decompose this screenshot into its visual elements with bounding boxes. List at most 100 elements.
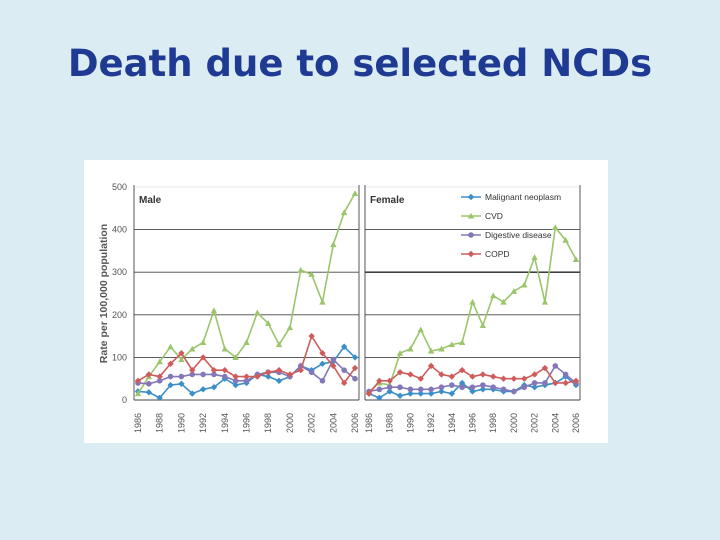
x-tick-label: 2000 <box>285 413 295 433</box>
data-point <box>330 241 337 248</box>
chart-figure: Rate per 100,000 population 0 100 200 300 400… <box>84 160 608 443</box>
data-point <box>510 288 518 294</box>
data-point <box>438 371 445 378</box>
data-point <box>265 373 272 380</box>
x-tick-label: 1988 <box>155 413 165 433</box>
data-point <box>510 375 518 382</box>
data-point <box>458 379 466 387</box>
legend-label: Digestive disease <box>485 230 552 240</box>
data-point <box>500 298 507 305</box>
y-axis-label: Rate per 100,000 population <box>98 224 110 363</box>
data-point <box>468 232 474 238</box>
data-point <box>330 362 337 370</box>
x-tick-label: 2006 <box>350 413 360 433</box>
data-point <box>467 212 475 219</box>
data-point <box>189 345 196 352</box>
x-tick-label: 1992 <box>426 413 436 433</box>
data-point <box>222 373 228 380</box>
x-tick-label: 2004 <box>328 413 338 433</box>
data-point <box>351 354 359 361</box>
data-point <box>469 373 476 380</box>
x-tick-label: 1986 <box>364 413 374 433</box>
data-point <box>397 384 403 391</box>
data-point <box>552 224 559 231</box>
y-tick-label: 0 <box>122 395 127 405</box>
y-tick-label: 500 <box>112 182 127 192</box>
data-point <box>210 307 218 314</box>
data-point <box>134 390 142 397</box>
data-point <box>199 386 207 393</box>
data-point <box>254 373 261 380</box>
data-point <box>178 373 185 380</box>
data-point <box>340 343 348 350</box>
data-point <box>286 371 294 378</box>
data-point <box>134 377 142 385</box>
data-point <box>297 366 304 374</box>
data-point <box>542 380 548 386</box>
data-point <box>490 373 497 380</box>
data-point <box>521 384 528 391</box>
data-point <box>167 360 174 367</box>
data-point <box>521 281 528 288</box>
data-point <box>352 375 358 382</box>
data-point <box>417 375 424 382</box>
data-point <box>275 377 283 385</box>
data-point <box>210 366 218 374</box>
data-point <box>297 266 304 273</box>
series-copd <box>134 332 359 387</box>
data-point <box>319 349 326 357</box>
data-point <box>438 345 445 352</box>
data-point <box>458 339 466 346</box>
legend-label: COPD <box>485 249 510 259</box>
panel-male: Male 1986 1988 1990 1992 1994 1996 1998 2000 2002… <box>133 185 360 433</box>
data-point <box>189 390 196 397</box>
data-point <box>428 386 434 393</box>
data-point <box>572 377 580 385</box>
series-copd <box>365 362 580 397</box>
data-point <box>467 193 475 201</box>
data-point <box>396 369 404 376</box>
data-point <box>156 373 163 380</box>
data-point <box>221 366 228 374</box>
data-point <box>340 379 348 387</box>
data-point <box>449 382 455 388</box>
series-cvd <box>134 190 359 397</box>
panel-title: Male <box>139 195 162 206</box>
legend-label: CVD <box>485 211 503 221</box>
data-point <box>319 298 326 305</box>
y-tick-label: 300 <box>112 267 127 277</box>
data-point <box>189 371 196 378</box>
panel-title: Female <box>370 195 405 206</box>
data-point <box>376 394 383 402</box>
data-point <box>210 384 218 391</box>
x-tick-label: 2004 <box>550 413 560 433</box>
data-point <box>351 190 359 196</box>
data-point <box>146 381 152 387</box>
x-tick-label: 1990 <box>176 413 186 433</box>
x-tick-label: 1998 <box>488 413 498 433</box>
data-point <box>365 390 373 397</box>
x-tick-label: 1992 <box>198 413 208 433</box>
data-point <box>330 356 337 363</box>
data-point <box>396 349 404 356</box>
data-point <box>319 378 326 384</box>
data-point <box>386 377 393 385</box>
data-point <box>407 371 414 378</box>
data-point <box>243 373 250 380</box>
x-tick-label: 2002 <box>307 413 317 433</box>
data-point <box>562 371 569 378</box>
data-point <box>156 394 163 402</box>
series-malignant-neoplasm <box>134 343 359 402</box>
data-point <box>479 322 487 329</box>
x-tick-label: 1990 <box>405 413 415 433</box>
data-point <box>490 292 497 299</box>
data-point <box>199 339 207 346</box>
data-point <box>562 379 569 387</box>
data-point <box>167 381 174 389</box>
y-tick-label: 200 <box>112 310 127 320</box>
data-point <box>467 250 475 258</box>
data-point <box>448 341 455 348</box>
data-point <box>448 373 455 380</box>
x-tick-label: 1996 <box>242 413 252 433</box>
data-point <box>145 389 153 396</box>
